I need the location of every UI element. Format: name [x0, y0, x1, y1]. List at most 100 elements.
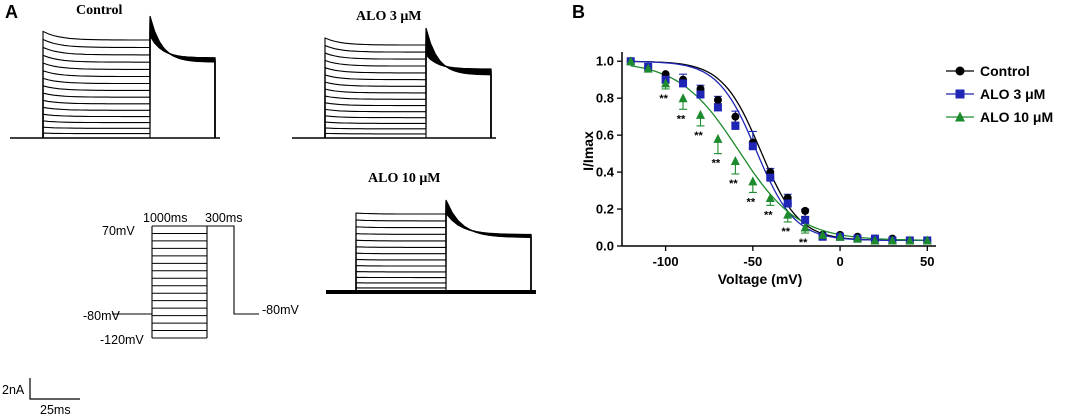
data-point-1 [679, 79, 688, 88]
scale-bar-current: 2nA [2, 383, 25, 397]
sweep-trace [326, 207, 532, 293]
data-point-2 [853, 233, 862, 243]
significance-marker: ** [729, 178, 738, 190]
data-point-2 [678, 93, 688, 103]
sweep-trace [292, 33, 492, 139]
data-point-0 [713, 96, 722, 105]
data-point-1 [748, 142, 757, 151]
data-point-2 [783, 209, 793, 219]
significance-marker: ** [659, 93, 668, 105]
fit-curve-1 [630, 60, 928, 242]
data-point-2 [870, 235, 880, 245]
sweep-trace [326, 209, 532, 293]
significance-markers: ** ** ** ** ** ** ** ** ** [659, 93, 808, 249]
legend-label-2: ALO 10 μM [980, 109, 1053, 125]
legend-label-0: Control [980, 63, 1030, 79]
x-tick-label: 50 [920, 254, 934, 269]
fit-curves [630, 60, 928, 242]
data-point-2 [922, 235, 932, 245]
significance-marker: ** [694, 130, 703, 142]
data-point-2 [835, 231, 845, 241]
legend-marker-0 [955, 66, 965, 76]
protocol-duration-300: 300ms [205, 211, 243, 225]
y-tick-label: 1.0 [596, 54, 614, 69]
x-tick-label: -50 [743, 254, 762, 269]
x-tick-label: -100 [653, 254, 679, 269]
panel-a-label: A [5, 2, 18, 22]
protocol-duration-1000: 1000ms [143, 211, 187, 225]
sweep-trace [326, 204, 532, 293]
trace-alo-10um: ALO 10 μM [326, 171, 536, 294]
legend-marker-2 [955, 111, 965, 122]
trace-title-control: Control [76, 3, 123, 18]
sweep-trace [10, 18, 216, 139]
scale-bar: 2nA 25ms [2, 378, 80, 417]
sweep-trace [10, 19, 216, 139]
x-axis-title: Voltage (mV) [718, 271, 803, 287]
error-bars [661, 73, 827, 240]
protocol-voltage-tail: -80mV [262, 303, 299, 317]
y-tick-label: 0.8 [596, 91, 614, 106]
sweep-trace [326, 202, 532, 293]
sweep-trace [10, 26, 216, 139]
data-point-2 [818, 229, 828, 239]
sweep-trace [10, 17, 216, 139]
sweep-trace [292, 49, 492, 139]
data-point-1 [783, 199, 792, 208]
sweep-trace [292, 43, 492, 139]
data-point-2 [748, 176, 758, 186]
y-tick-label: 0.0 [596, 239, 614, 254]
x-tick-label: 0 [836, 254, 843, 269]
data-point-1 [766, 173, 775, 182]
significance-marker: ** [712, 158, 721, 170]
data-point-1 [801, 216, 810, 225]
trace-alo-3um: ALO 3 μM [292, 9, 496, 139]
legend-marker-1 [955, 89, 965, 99]
scale-bar-time: 25ms [40, 403, 71, 417]
fit-curve-2 [630, 65, 928, 241]
y-tick-label: 0.6 [596, 128, 614, 143]
legend-label-1: ALO 3 μM [980, 86, 1045, 102]
chart-legend: Control ALO 3 μM ALO 10 μM [946, 63, 1053, 125]
sweep-trace [10, 23, 216, 139]
sweep-trace [292, 53, 492, 139]
sweep-trace [292, 31, 492, 139]
chart-axes: 0.0 0.2 0.4 0.6 0.8 1.0 -100 -50 0 50 [596, 52, 936, 269]
sweep-trace [326, 199, 532, 293]
data-point-2 [713, 133, 723, 143]
data-point-1 [696, 90, 705, 99]
data-point-1 [713, 103, 722, 112]
significance-marker: ** [781, 226, 790, 238]
significance-marker: ** [747, 196, 756, 208]
y-axis-title: I/Imax [580, 131, 596, 171]
sweep-trace [10, 24, 216, 139]
significance-marker: ** [799, 237, 808, 249]
sweep-trace [292, 29, 492, 139]
protocol-voltage-hold: -80mV [83, 309, 120, 323]
protocol-voltage-70: 70mV [102, 224, 135, 238]
data-point-2 [696, 109, 705, 119]
data-point-2 [661, 78, 671, 88]
data-point-2 [626, 56, 636, 66]
voltage-protocol: 1000ms 300ms 70mV -80mV -120mV -80mV [83, 211, 299, 347]
y-tick-label: 0.4 [596, 165, 615, 180]
sweep-trace [326, 203, 532, 293]
data-point-0 [801, 206, 810, 215]
sweep-trace [10, 21, 216, 139]
data-markers [626, 56, 932, 245]
scale-bar-lines [29, 378, 80, 400]
data-point-2 [643, 63, 653, 73]
protocol-tail-step [207, 225, 259, 315]
data-point-2 [765, 192, 775, 202]
data-point-2 [800, 222, 810, 232]
data-point-0 [731, 112, 740, 121]
data-point-2 [887, 235, 897, 245]
sweep-trace [10, 15, 216, 139]
inactivation-chart: 0.00.20.40.60.81.0-100 -50 0 50 ***********… [580, 52, 1053, 287]
significance-marker: ** [764, 209, 773, 221]
protocol-voltage-120: -120mV [100, 333, 144, 347]
trace-control: Control [10, 3, 220, 139]
data-point-1 [731, 121, 740, 130]
fit-curve-0 [630, 60, 928, 242]
